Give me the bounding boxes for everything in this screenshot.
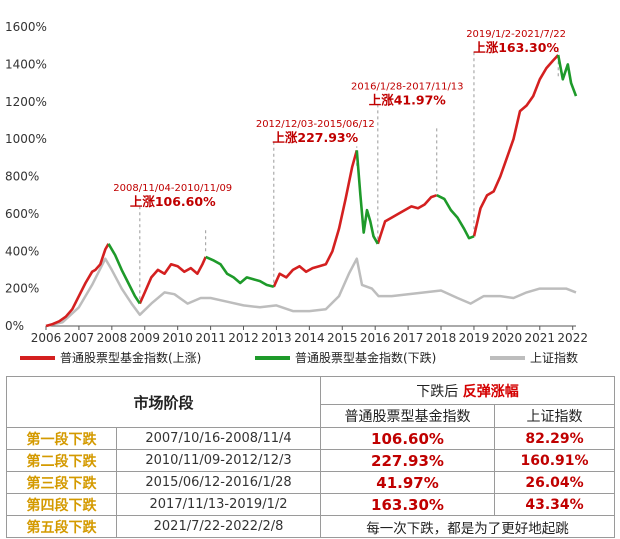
header-after-prefix: 下跌后 [416,383,459,400]
series-line-fall [355,150,379,245]
annotation-date: 2019/1/2-2021/7/22 [466,29,566,40]
y-tick-label: 0% [5,319,24,333]
legend: 普通股票型基金指数(上涨) 普通股票型基金指数(下跌) 上证指数 [20,350,578,365]
x-tick-label: 2022 [557,331,588,345]
stage-name: 第一段下跌 [6,427,117,450]
stage-period: 2015/06/12-2016/1/28 [115,471,322,494]
fund-rebound: 163.30% [320,493,496,516]
series-line-fall [205,255,275,289]
sh-rebound: 43.34% [494,493,616,516]
y-axis-ticks: 0% 200% 400% 600% 800% 1000% 1200% 1400% 1600% [5,20,47,333]
series-line-fall [556,54,578,97]
x-axis: 2006 2007 2008 2009 2010 2011 2012 2013 2014 2015… [31,325,588,345]
y-tick-label: 1400% [5,57,47,71]
stage-period: 2021/7/22-2022/2/8 [115,515,322,538]
x-tick-label: 2009 [129,331,160,345]
annotation-date: 2012/12/03-2015/06/12 [256,119,375,130]
x-tick-label: 2014 [294,331,325,345]
legend-label-fall: 普通股票型基金指数(下跌) [295,350,436,365]
header-after-emphasis: 反弹涨幅 [462,383,519,400]
y-tick-label: 400% [5,244,39,258]
annotation-guides [139,51,559,300]
x-tick-label: 2008 [97,331,128,345]
series-line-rise [45,243,110,328]
y-tick-label: 600% [5,207,39,221]
series-lines [45,54,578,328]
x-tick-label: 2016 [360,331,391,345]
annotation-date: 2016/1/28-2017/11/13 [351,81,464,92]
stage-period: 2007/10/16-2008/11/4 [115,427,322,450]
closing-note: 每一次下跌，都是为了更好地起跳 [320,515,616,538]
x-tick-label: 2011 [195,331,226,345]
sh-rebound: 26.04% [494,471,616,494]
stage-name: 第五段下跌 [6,515,117,538]
series-line-sh [45,257,577,328]
y-tick-label: 1200% [5,95,47,109]
x-tick-label: 2013 [261,331,292,345]
x-tick-label: 2006 [31,331,62,345]
x-tick-label: 2010 [162,331,193,345]
fund-rebound: 227.93% [320,449,496,472]
x-tick-label: 2007 [64,331,95,345]
header-market-stage: 市场阶段 [5,376,322,428]
stage-name: 第二段下跌 [6,449,117,472]
x-tick-label: 2018 [426,331,457,345]
table-row: 第五段下跌 2021/7/22-2022/2/8 每一次下跌，都是为了更好地起跳 [6,515,616,538]
stage-period: 2017/11/13-2019/1/2 [115,493,322,516]
x-tick-label: 2015 [327,331,358,345]
x-tick-label: 2021 [525,331,556,345]
series-line-rise [272,149,359,288]
annotation-gain: 上涨227.93% [272,130,358,145]
x-tick-label: 2019 [459,331,490,345]
header-fund-index: 普通股票型基金指数 [320,404,496,428]
header-rebound: 下跌后 反弹涨幅 [320,376,616,405]
fund-rebound: 106.60% [320,427,496,450]
table-row: 第二段下跌 2010/11/09-2012/12/3 227.93% 160.9… [6,449,616,472]
stage-name: 第四段下跌 [6,493,117,516]
y-tick-label: 1000% [5,132,47,146]
series-line-rise [138,256,207,305]
annotation-date: 2008/11/04-2010/11/09 [113,183,232,194]
x-tick-label: 2017 [393,331,424,345]
series-line-fall [107,243,141,305]
stage-period: 2010/11/09-2012/12/3 [115,449,322,472]
series-line-fall [436,194,475,240]
y-tick-label: 200% [5,282,39,296]
stage-name: 第三段下跌 [6,471,117,494]
x-tick-label: 2012 [228,331,259,345]
annotation-gain: 上涨163.30% [473,40,559,55]
series-line-rise [376,193,438,245]
fund-rebound: 41.97% [320,471,496,494]
series-line-rise [472,54,560,237]
table-row: 第三段下跌 2015/06/12-2016/1/28 41.97% 26.04% [6,471,616,494]
annotation-gain: 上涨41.97% [369,92,447,107]
header-sh-index: 上证指数 [494,404,616,428]
y-tick-label: 1600% [5,20,47,34]
stage-table: 市场阶段 下跌后 反弹涨幅 普通股票型基金指数 上证指数 第一段下跌 2007/… [5,376,616,538]
sh-rebound: 160.91% [494,449,616,472]
x-tick-label: 2020 [492,331,523,345]
legend-label-sh: 上证指数 [530,350,578,365]
table-row: 第一段下跌 2007/10/16-2008/11/4 106.60% 82.29… [6,427,616,450]
y-tick-label: 800% [5,170,39,184]
sh-rebound: 82.29% [494,427,616,450]
table-row: 第四段下跌 2017/11/13-2019/1/2 163.30% 43.34% [6,493,616,516]
line-chart: 0% 200% 400% 600% 800% 1000% 1200% 1400% 1600% 2… [5,20,588,365]
legend-label-rise: 普通股票型基金指数(上涨) [60,350,201,365]
annotation-gain: 上涨106.60% [130,194,216,209]
